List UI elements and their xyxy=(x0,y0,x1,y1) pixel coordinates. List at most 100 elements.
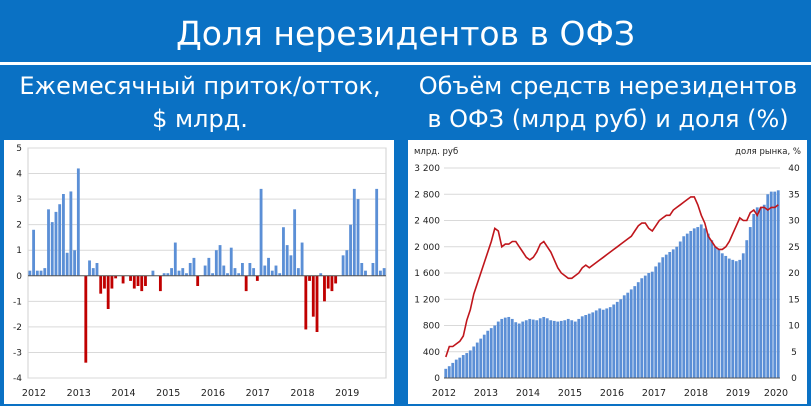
bar xyxy=(356,199,360,276)
bar xyxy=(65,252,69,276)
bar xyxy=(542,316,546,378)
bar xyxy=(531,319,535,378)
bar xyxy=(282,227,285,276)
bar xyxy=(360,263,364,276)
bar xyxy=(612,304,616,378)
bar xyxy=(237,273,241,276)
y-tick-label: -4 xyxy=(13,374,22,384)
bar xyxy=(267,257,270,276)
bar xyxy=(188,263,192,276)
bar xyxy=(493,325,497,378)
bar xyxy=(647,273,651,378)
bar xyxy=(103,275,106,289)
bar xyxy=(330,275,334,292)
bar xyxy=(678,241,682,378)
bar xyxy=(507,316,511,378)
bar xyxy=(88,260,91,276)
bar xyxy=(50,222,54,276)
left-y-tick-label: 2 800 xyxy=(414,190,440,200)
bar xyxy=(482,334,486,378)
bar xyxy=(151,270,155,276)
bar xyxy=(720,253,724,378)
bar xyxy=(514,322,518,378)
bar xyxy=(341,255,345,276)
bar xyxy=(468,350,472,378)
bar xyxy=(99,275,103,294)
bar xyxy=(244,275,248,292)
bar xyxy=(54,211,58,276)
bar xyxy=(685,233,689,378)
bar xyxy=(451,362,455,378)
bar xyxy=(524,320,528,378)
bar xyxy=(375,188,379,276)
bar xyxy=(573,321,577,378)
bar xyxy=(177,270,181,276)
bar xyxy=(263,265,267,276)
x-tick-label: 2014 xyxy=(516,388,540,399)
bar xyxy=(605,308,609,378)
bar xyxy=(192,257,196,276)
bar xyxy=(73,250,77,276)
bar xyxy=(461,355,465,378)
bar xyxy=(136,275,140,286)
bar xyxy=(717,249,721,378)
bar xyxy=(489,328,493,378)
bar xyxy=(248,263,252,276)
bar xyxy=(465,353,469,378)
bar xyxy=(650,271,654,378)
bar xyxy=(538,318,542,378)
bar xyxy=(661,257,665,378)
bar xyxy=(619,299,623,378)
bar xyxy=(640,278,644,378)
bar xyxy=(444,368,448,378)
bar xyxy=(626,292,630,378)
right-axis-unit: доля рынка, % xyxy=(735,147,801,157)
left-y-tick-label: 1 200 xyxy=(414,295,440,305)
bar xyxy=(731,259,735,378)
bar xyxy=(95,263,99,276)
bar xyxy=(773,191,777,378)
bar xyxy=(748,227,752,378)
bar xyxy=(252,268,256,276)
bar xyxy=(349,224,352,276)
bar xyxy=(587,313,591,378)
bar xyxy=(741,253,745,378)
left-chart-subtitle: Ежемесячный приток/отток, $ млрд. xyxy=(4,70,396,136)
x-tick-label: 2019 xyxy=(726,388,750,399)
bar xyxy=(259,188,263,276)
right-subtitle-line1: Объём средств нерезидентов xyxy=(418,72,798,100)
bar xyxy=(214,250,218,276)
y-tick-label: -1 xyxy=(13,297,22,307)
bar xyxy=(378,270,382,276)
bar xyxy=(32,229,36,276)
bar xyxy=(556,321,560,378)
bar xyxy=(158,275,162,292)
bar xyxy=(173,242,177,276)
bar xyxy=(601,309,605,378)
bar xyxy=(84,275,88,363)
bar xyxy=(58,204,62,276)
right-y-tick-label: 40 xyxy=(788,164,800,174)
bar xyxy=(615,301,619,378)
bar xyxy=(503,317,507,378)
x-tick-label: 2016 xyxy=(201,388,225,399)
bar xyxy=(584,315,588,378)
bar xyxy=(629,289,633,378)
bar xyxy=(43,268,47,276)
bar xyxy=(776,190,780,378)
bar xyxy=(654,266,658,378)
y-tick-label: -2 xyxy=(13,323,22,333)
bar xyxy=(371,263,375,276)
bar xyxy=(382,268,386,276)
bar xyxy=(132,275,136,289)
right-y-tick-label: 25 xyxy=(788,243,799,253)
bar xyxy=(636,282,640,378)
right-y-tick-label: 15 xyxy=(788,295,799,305)
left-axis-unit: млрд. руб xyxy=(414,147,458,157)
bar xyxy=(62,194,65,276)
bar xyxy=(643,275,647,378)
x-tick-label: 2018 xyxy=(684,388,708,399)
bar xyxy=(668,252,672,378)
bar xyxy=(144,275,147,286)
right-y-tick-label: 5 xyxy=(791,348,797,358)
